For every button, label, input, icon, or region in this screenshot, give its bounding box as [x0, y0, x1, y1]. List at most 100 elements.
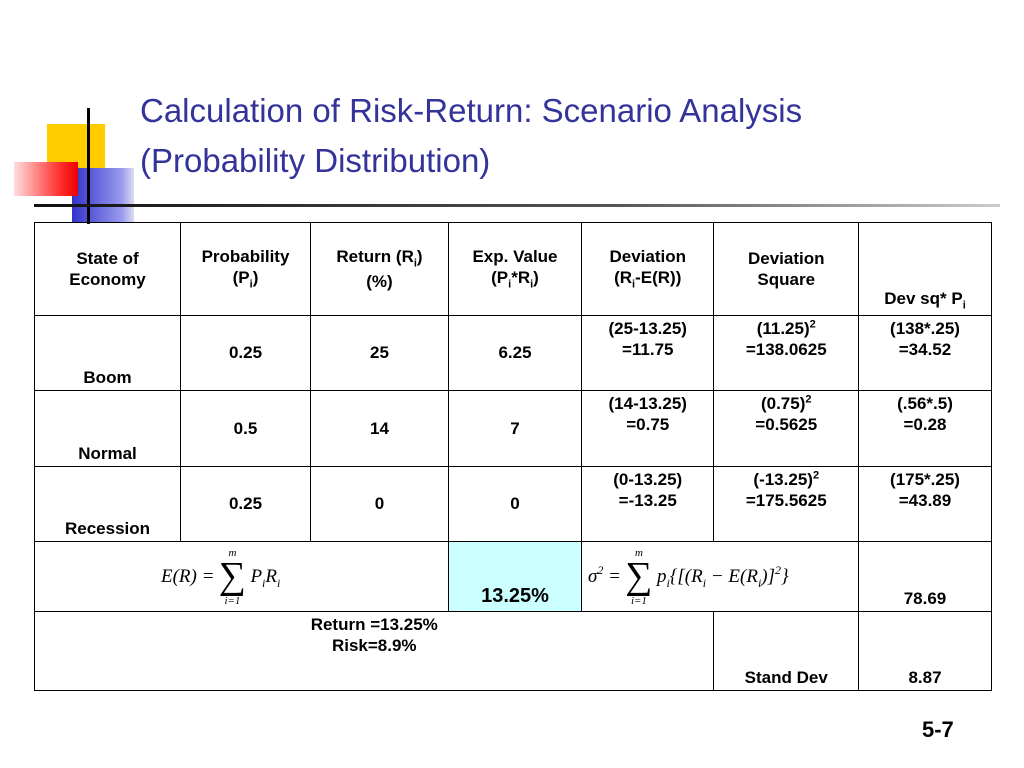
table-cell: Deviation Square — [713, 222, 859, 316]
cell-line: Exp. Value — [455, 246, 575, 267]
page-number: 5-7 — [922, 717, 954, 742]
cell-line: Recession — [41, 518, 174, 539]
formula-cell: E(R) = ∑ m i=1 PiRi — [34, 541, 449, 612]
cell-line: State of — [41, 248, 174, 269]
cell-text: =0.5625 — [755, 415, 818, 435]
cell-line: 7 — [455, 418, 575, 439]
formula-text: − E(R — [706, 566, 758, 587]
cell-line: Deviation — [720, 248, 852, 269]
table-cell: (.56*.5) =0.28 — [858, 390, 992, 467]
table-cell: (175*.25) =43.89 — [858, 466, 992, 542]
table-cell: (0.75)2 =0.5625 — [713, 390, 859, 467]
cell-text: Square — [757, 270, 816, 289]
cell-text: Recession — [64, 518, 151, 538]
table-cell: (0-13.25) =-13.25 — [580, 466, 715, 542]
formula-text: σ — [588, 566, 598, 587]
cell-line: (.56*.5) — [865, 393, 985, 414]
cell-line: (138*.25) — [865, 318, 985, 339]
formula-text: i — [262, 576, 265, 590]
cell-text: 7 — [510, 418, 520, 438]
cell-script: 2 — [809, 318, 816, 331]
cell-line: Normal — [41, 443, 174, 464]
table-cell: Return =13.25% Risk=8.9% — [33, 611, 715, 691]
formula-text: 2 — [775, 563, 781, 577]
table-cell: Recession — [34, 466, 181, 542]
cell-line: (-13.25)2 — [720, 469, 852, 490]
cell-text: Deviation — [747, 248, 825, 268]
cell-script: i — [413, 257, 417, 270]
formula: E(R) = ∑m i=1 PiRi — [160, 547, 280, 607]
cell-line: Deviation — [588, 246, 707, 267]
cell-text: (25-13.25) — [608, 319, 687, 338]
cell-text: =-13.25 — [618, 491, 677, 511]
cell-text: =11.75 — [621, 340, 674, 360]
cell-text: 13.25% — [481, 585, 549, 607]
cell-text: 0 — [374, 494, 385, 514]
cell-line: Economy — [41, 269, 174, 290]
cell-line: Stand Dev — [720, 667, 852, 688]
formula-text: 2 — [597, 563, 603, 577]
table-cell: (138*.25) =34.52 — [858, 315, 992, 391]
table-cell: (11.25)2 =138.0625 — [713, 315, 859, 391]
cell-line: Return (Ri) — [317, 246, 442, 271]
cell-line: =0.28 — [865, 414, 985, 435]
formula-text: {[(R — [670, 566, 703, 587]
formula-text: R — [264, 566, 277, 587]
formula-body: PiRi — [249, 566, 280, 590]
cell-line: 0 — [455, 493, 575, 514]
cell-text: Return (R — [336, 246, 414, 266]
cell-text: =0.75 — [626, 415, 670, 435]
cell-text: (0-13.25) — [613, 470, 683, 489]
cell-text: Risk=8.9% — [331, 636, 417, 656]
cell-line: =11.75 — [588, 339, 707, 360]
cell-text: (P — [491, 268, 509, 288]
cell-script: i — [632, 278, 636, 291]
sum-lower: i=1 — [631, 595, 647, 607]
cell-line: (25-13.25) — [588, 318, 707, 339]
cell-line: Risk=8.9% — [41, 635, 707, 656]
horizontal-line — [34, 204, 1000, 207]
cell-text: 0 — [510, 494, 520, 514]
cell-line: =0.5625 — [720, 414, 852, 435]
cell-text: (-13.25) — [753, 470, 813, 489]
cell-line: Boom — [41, 367, 174, 388]
table-cell: Normal — [34, 390, 181, 467]
cell-script: i — [530, 278, 534, 291]
cell-text: ) — [533, 268, 539, 288]
cell-line: (Ri-E(R)) — [588, 267, 707, 292]
cell-text: State of — [76, 248, 139, 268]
cell-line: (Pi*Ri) — [455, 267, 575, 292]
cell-script: 2 — [805, 393, 812, 406]
formula-body: pi{[(Ri − E(Ri)]2} — [655, 563, 789, 590]
summary-row: Return =13.25% Risk=8.9% Stand Dev 8.87 — [33, 611, 992, 691]
sum-upper: m — [228, 547, 236, 559]
formula: σ2 = ∑mi=1pi{[(Ri − E(Ri)]2} — [588, 547, 789, 607]
data-row: Boom 0.25 25 6.25 (25-13.25) =11.75 (11.25)2 =1… — [34, 315, 992, 391]
formula-text: i — [277, 576, 280, 590]
formula-text: )] — [760, 566, 775, 587]
table-cell: 0.5 — [180, 390, 311, 467]
cell-text: (.56*.5) — [897, 394, 953, 413]
cell-line: 6.25 — [455, 342, 575, 363]
cell-text: Boom — [83, 367, 132, 387]
cell-text: =175.5625 — [745, 491, 827, 511]
sum-sign: ∑ — [218, 555, 245, 597]
cell-line: =43.89 — [865, 490, 985, 511]
cell-line: (Pi) — [187, 267, 304, 292]
cell-text: (175*.25) — [890, 470, 960, 489]
table-cell: (14-13.25) =0.75 — [580, 390, 715, 467]
formula-text: P — [249, 566, 262, 587]
table-cell: (-13.25)2 =175.5625 — [713, 466, 859, 542]
cell-text: Exp. Value — [472, 246, 558, 266]
cell-line: (0.75)2 — [720, 393, 852, 414]
table-cell: Stand Dev — [713, 611, 859, 691]
table-cell: State of Economy — [34, 222, 181, 316]
sum-sign: ∑ — [625, 555, 652, 597]
cell-line: 14 — [317, 418, 442, 439]
formula-text: i — [666, 576, 669, 590]
table-cell: 0 — [310, 466, 449, 542]
cell-text: =34.52 — [898, 340, 952, 360]
cell-text: =138.0625 — [745, 340, 827, 360]
table-cell: 14 — [310, 390, 449, 467]
